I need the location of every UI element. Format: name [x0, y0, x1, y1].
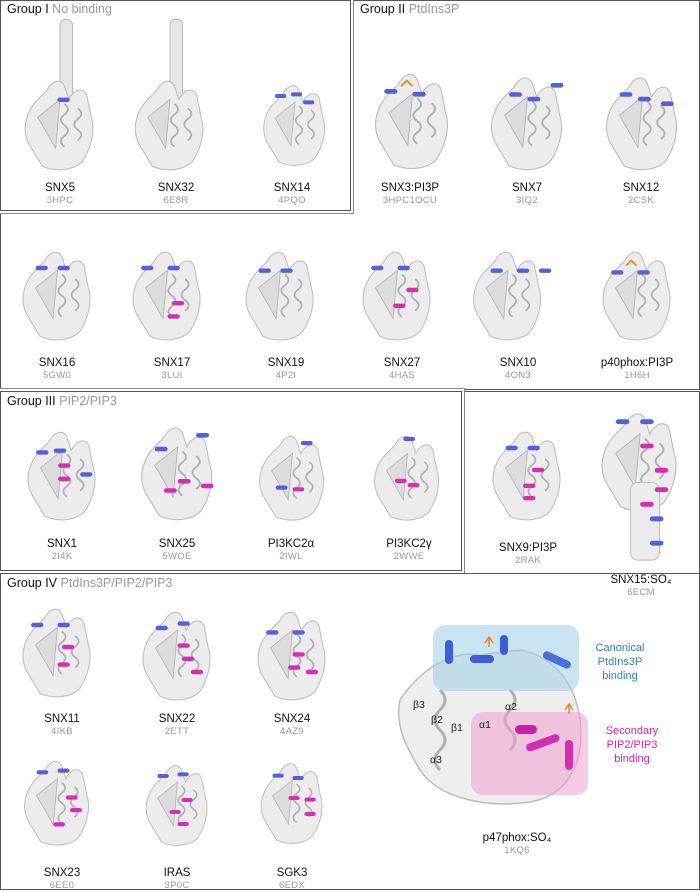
group-i-title: Group I No binding — [7, 2, 112, 16]
residues-overlay — [445, 635, 574, 770]
beta1-label: β1 — [451, 722, 463, 734]
structure-snx1 — [27, 431, 96, 521]
structure-snx24 — [257, 611, 326, 701]
secondary-binding-label: Secondary PIP2/PIP3 binding — [605, 725, 659, 765]
structure-label: SNX11 4IKB — [44, 713, 80, 737]
structure-snx23 — [23, 760, 90, 846]
structure-snx32 — [134, 19, 204, 171]
canonical-binding-label: Canonical PtdIns3P binding — [595, 642, 645, 682]
structure-snx10 — [472, 251, 552, 341]
structure-label: SNX24 4AZ9 — [273, 713, 311, 737]
structure-iras — [145, 764, 208, 847]
structure-snx9 — [492, 431, 561, 521]
structure-label: SNX27 4HAS — [383, 357, 421, 381]
structure-label: SNX16 5GW0 — [38, 357, 76, 381]
structure-snx19 — [245, 251, 314, 341]
structure-label: SNX25 5WOE — [158, 538, 196, 562]
structure-snx27 — [362, 251, 431, 341]
structure-pi3kc2g — [373, 435, 440, 521]
structure-label: SNX15:SO₄ 6ECM — [610, 574, 672, 598]
structure-label: SNX19 4P2I — [267, 357, 305, 381]
structure-label: SNX32 6E8R — [157, 182, 195, 206]
structure-label: SNX9:PI3P 2RAK — [498, 542, 558, 566]
alpha1-label: α1 — [479, 719, 491, 731]
structure-label: SNX3:PI3P 3HPC1OCU — [380, 182, 440, 206]
structure-label: p40phox:PI3P 1H6H — [600, 357, 674, 381]
structure-label: SNX12 2CSK — [622, 182, 660, 206]
group-iv-title: Group IV PtdIns3P/PIP2/PIP3 — [7, 576, 173, 590]
structure-snx14 — [262, 84, 326, 167]
structure-snx25 — [140, 427, 214, 521]
structure-label: PI3KC2α 2IWL — [267, 538, 315, 562]
structure-snx16 — [22, 251, 91, 341]
structure-label: SNX5 3HPC — [44, 182, 76, 206]
structure-label: SNX23 6EE0 — [43, 867, 81, 891]
structure-snx17 — [132, 251, 201, 341]
structure-label: SGK3 6EDX — [276, 867, 308, 891]
beta2-label: β2 — [431, 714, 443, 726]
structure-label: SNX1 2I4K — [46, 538, 78, 562]
structure-label: SNX22 2ETT — [158, 713, 196, 737]
alpha3-label: α3 — [430, 754, 442, 766]
structure-label: SNX7 3IQ2 — [511, 182, 543, 206]
structure-pi3kc2a — [258, 435, 325, 521]
alpha2-label: α2 — [505, 701, 517, 713]
structure-label: SNX10 4ON3 — [499, 357, 537, 381]
structure-p40phox — [602, 251, 671, 341]
structure-label: p47phox:SO₄ 1KQ6 — [482, 832, 552, 856]
structure-label: SNX17 3LUI — [153, 357, 191, 381]
structure-label: IRAS 3P0C — [163, 867, 191, 891]
structure-snx22 — [142, 611, 211, 701]
structure-snx11 — [22, 608, 91, 698]
structure-snx5 — [24, 19, 94, 171]
group-iii-title: Group III PIP2/PIP3 — [7, 394, 117, 408]
structure-snx15 — [601, 413, 677, 561]
structure-sgk3 — [260, 762, 323, 845]
structure-snx12 — [605, 77, 678, 171]
group-ii-title: Group II PtdIns3P — [360, 2, 460, 16]
structure-snx3 — [374, 73, 449, 170]
beta3-label: β3 — [413, 699, 425, 711]
structure-label: PI3KC2γ 2WWE — [386, 538, 432, 562]
structure-snx7 — [490, 77, 564, 171]
structure-label: SNX14 4PQO — [273, 182, 311, 206]
